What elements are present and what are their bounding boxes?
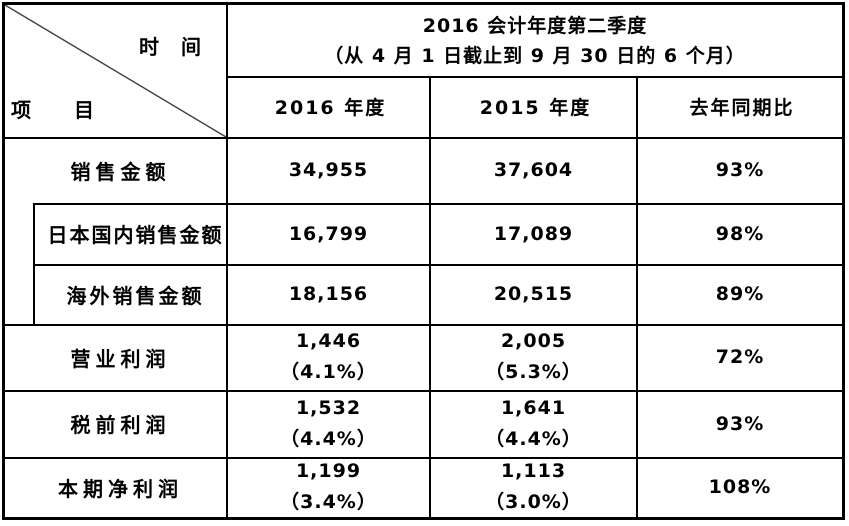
row-label-operating-profit: 营业利润 [70,346,171,371]
divider-row3-row4 [5,324,842,326]
column-header-2016: 2016 年度 [274,97,387,119]
value-amount: 1,199 [295,460,362,482]
period-header-line2: （从 4 月 1 日截止到 9 月 30 日的 6 个月） [324,44,746,67]
value-percent: （4.1%） [280,361,377,383]
value-sales-overseas-2016: 18,156 [288,283,369,305]
divider-row2-row3 [33,264,842,266]
divider-header-subheader [226,76,842,78]
value-percent: （4.4%） [485,427,582,450]
value-operating-profit-2015: 2,005 （5.3%） [431,324,658,390]
value-sales-total-2015: 37,604 [493,159,574,181]
corner-item-label: 项 目 [11,98,95,122]
value-net-profit-yoy: 108% [708,476,772,498]
value-sales-domestic-yoy: 98% [715,222,765,245]
diagonal-line [5,5,226,137]
row-label-sales-overseas: 海外销售金额 [66,283,205,308]
divider-col3-col4 [636,76,638,517]
row-label-pretax-profit: 税前利润 [70,413,171,437]
value-sales-total-yoy: 93% [715,159,765,181]
divider-row1-row2 [33,203,842,205]
table-frame: 时 间 项 目 2016 会计年度第二季度 （从 4 月 1 日截止到 9 月 … [2,2,845,520]
corner-time-label: 时 间 [139,35,202,59]
value-sales-overseas-yoy: 89% [715,283,765,305]
value-operating-profit-2016: 1,446 （4.1%） [228,324,451,390]
value-sales-domestic-2015: 17,089 [493,222,574,245]
divider-row5-row6 [5,457,842,459]
value-sales-domestic-2016: 16,799 [288,222,369,245]
value-pretax-profit-2016: 1,532 （4.4%） [228,390,451,457]
column-header-2015: 2015 年度 [479,97,592,119]
value-amount: 2,005 [500,330,567,352]
value-pretax-profit-2015: 1,641 （4.4%） [431,390,658,457]
value-net-profit-2015: 1,113 （3.0%） [431,457,658,517]
column-header-yoy: 去年同期比 [689,97,795,119]
value-amount: 1,641 [500,396,567,419]
value-percent: （4.4%） [280,427,377,450]
period-header-line1: 2016 会计年度第二季度 [422,14,648,37]
value-percent: （3.0%） [485,491,582,513]
value-percent: （3.4%） [280,491,377,513]
value-sales-overseas-2015: 20,515 [493,283,574,305]
value-amount: 1,446 [295,330,362,352]
divider-col2-col3 [429,76,431,517]
divider-col1-col2 [226,5,228,517]
divider-subheader-body [5,137,842,139]
value-amount: 1,113 [500,460,567,482]
value-pretax-profit-yoy: 93% [715,412,765,435]
value-sales-total-2016: 34,955 [288,159,369,181]
divider-subrow-indent [33,203,35,324]
value-net-profit-2016: 1,199 （3.4%） [228,457,451,517]
corner-cell: 时 间 项 目 [5,5,226,137]
value-percent: （5.3%） [485,361,582,383]
row-label-sales-domestic: 日本国内销售金额 [47,223,224,247]
value-operating-profit-yoy: 72% [715,346,765,368]
row-label-net-profit: 本期净利润 [58,476,183,501]
period-header: 2016 会计年度第二季度 （从 4 月 1 日截止到 9 月 30 日的 6 … [228,5,842,76]
divider-row4-row5 [5,390,842,392]
value-amount: 1,532 [295,396,362,419]
row-label-sales-total: 销售金额 [70,159,171,184]
